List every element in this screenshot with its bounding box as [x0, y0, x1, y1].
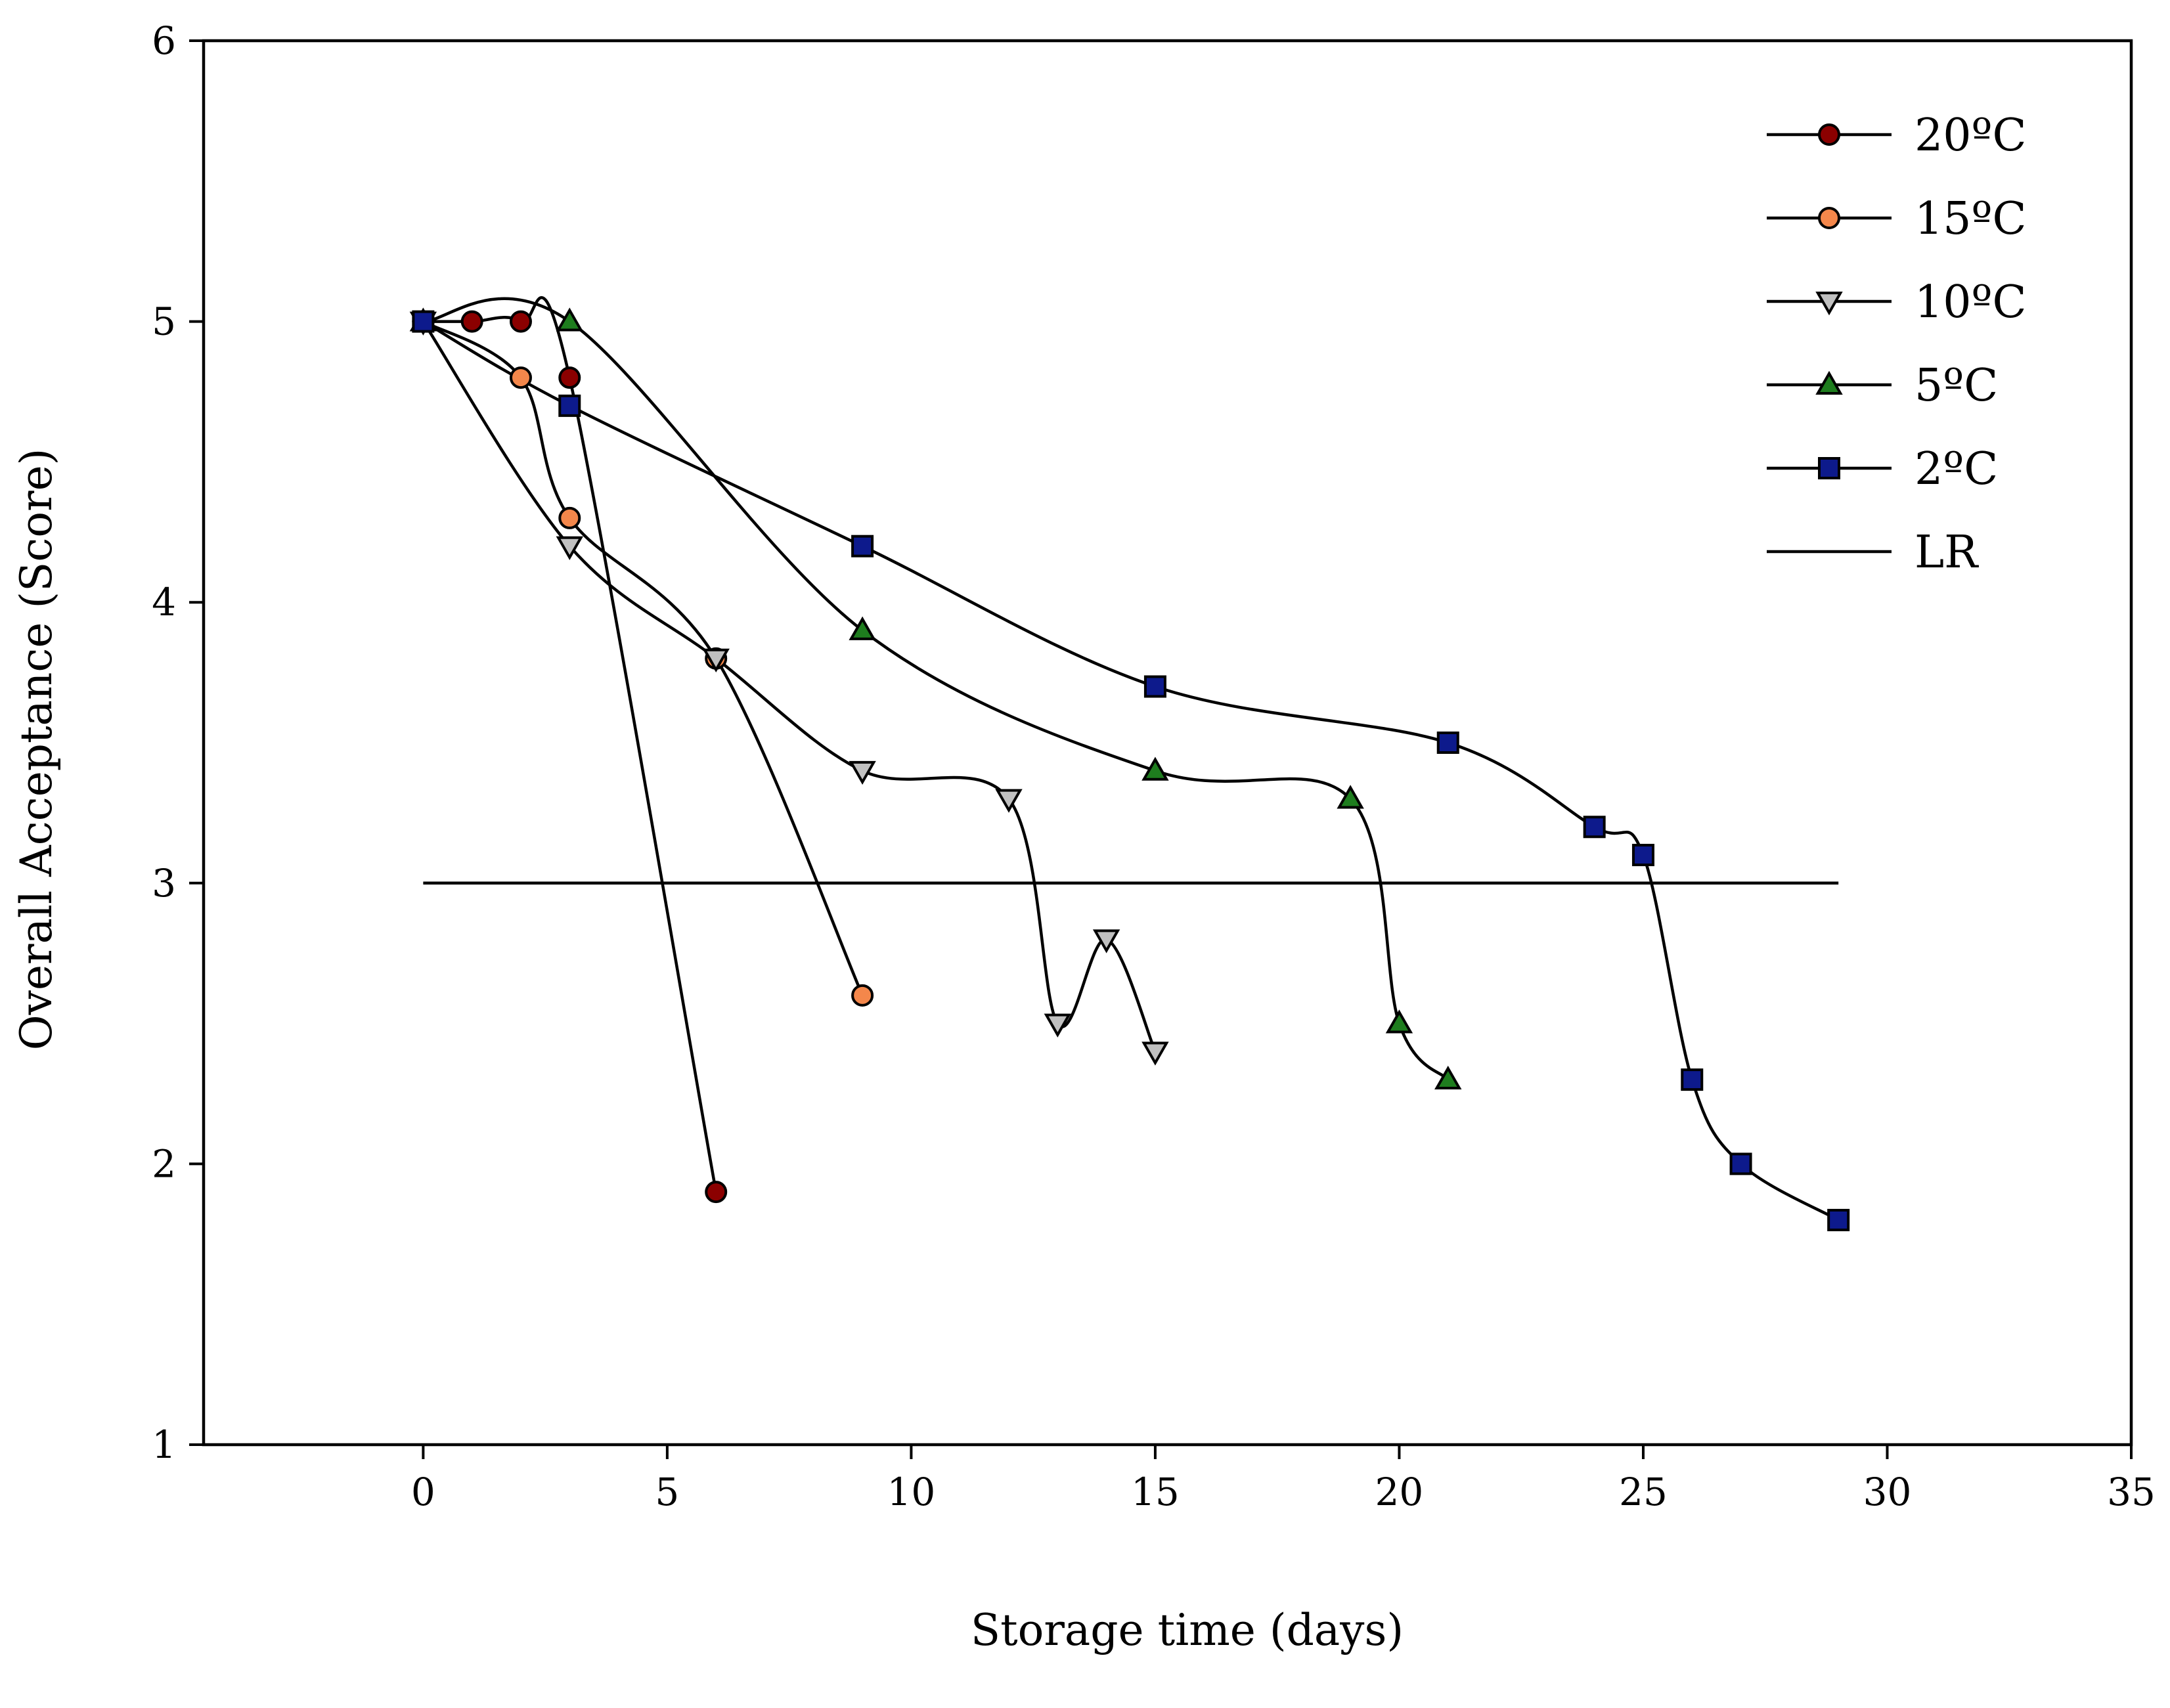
plot-border [202, 39, 2133, 1447]
data-point-series-1 [558, 506, 581, 529]
series-lines [422, 296, 1840, 1221]
y-tick-label: 5 [152, 299, 176, 344]
data-point-series-2 [702, 648, 730, 673]
data-point-series-2 [556, 536, 583, 560]
data-point-series-0 [558, 366, 581, 389]
series-line-4 [422, 320, 1840, 1221]
y-tick-label: 1 [152, 1422, 176, 1467]
x-tick-label: 20 [1375, 1470, 1424, 1514]
series-line-3 [423, 297, 1450, 1081]
legend-label: LR [1915, 527, 1979, 579]
data-point-series-0 [460, 310, 483, 333]
data-point-series-0 [705, 1181, 728, 1204]
x-tick-label: 10 [887, 1470, 935, 1514]
legend-label: 5ºC [1915, 360, 1998, 412]
data-point-series-2 [1044, 1013, 1072, 1038]
legend-label: 10ºC [1915, 276, 2027, 328]
legend-label: 2ºC [1915, 443, 1998, 495]
data-point-series-3 [1337, 785, 1364, 809]
series-markers [409, 307, 1850, 1231]
legend-marker [1815, 370, 1843, 395]
legend-label: 15ºC [1915, 193, 2027, 245]
data-point-series-4 [1583, 816, 1606, 839]
data-point-series-4 [1143, 675, 1166, 698]
x-tick-label: 15 [1131, 1470, 1180, 1514]
x-tick-label: 25 [1619, 1470, 1668, 1514]
y-axis-title: Overall Acceptance (Score) [11, 449, 62, 1051]
data-point-series-4 [1729, 1152, 1752, 1175]
legend-marker [1818, 457, 1840, 479]
legend-marker [1818, 207, 1840, 229]
axis-ticks: 0 5 10 15 20 25 30 35 1 2 3 4 5 6 [152, 18, 2156, 1514]
y-tick-label: 6 [152, 18, 176, 63]
legend: 20ºC 15ºC 10ºC 5ºC 2ºC LR [1767, 110, 2027, 579]
data-point-series-2 [995, 789, 1023, 813]
data-point-series-4 [851, 535, 874, 558]
y-tick-label: 2 [152, 1141, 176, 1186]
data-point-series-3 [556, 307, 583, 332]
data-point-series-4 [1827, 1208, 1850, 1231]
data-point-series-4 [1681, 1068, 1704, 1091]
data-point-series-3 [849, 616, 876, 640]
legend-marker [1815, 292, 1843, 316]
legend-label: 20ºC [1915, 110, 2027, 162]
x-tick-label: 30 [1863, 1470, 1912, 1514]
x-tick-label: 5 [655, 1470, 679, 1514]
x-axis-title: Storage time (days) [971, 1605, 1404, 1655]
data-point-series-1 [851, 984, 874, 1007]
series-line-2 [422, 320, 1157, 1053]
series-line-0 [423, 296, 718, 1193]
data-point-series-4 [558, 394, 581, 417]
data-point-series-2 [1092, 929, 1120, 953]
data-point-series-3 [1141, 756, 1169, 781]
plot-frame [202, 39, 2133, 1447]
data-point-series-0 [509, 310, 532, 333]
series-line-1 [422, 320, 864, 996]
data-point-series-3 [1434, 1065, 1462, 1090]
x-tick-label: 35 [2107, 1470, 2156, 1514]
x-tick-label: 0 [411, 1470, 435, 1514]
data-point-series-2 [849, 760, 876, 785]
data-point-series-1 [509, 366, 532, 389]
data-point-series-2 [1141, 1041, 1169, 1066]
y-tick-label: 4 [152, 580, 176, 624]
y-tick-label: 3 [152, 861, 176, 906]
data-point-series-4 [1436, 732, 1459, 754]
data-point-series-4 [412, 310, 435, 333]
data-point-series-3 [1385, 1009, 1413, 1034]
legend-marker [1818, 123, 1840, 146]
data-point-series-4 [1631, 844, 1654, 867]
